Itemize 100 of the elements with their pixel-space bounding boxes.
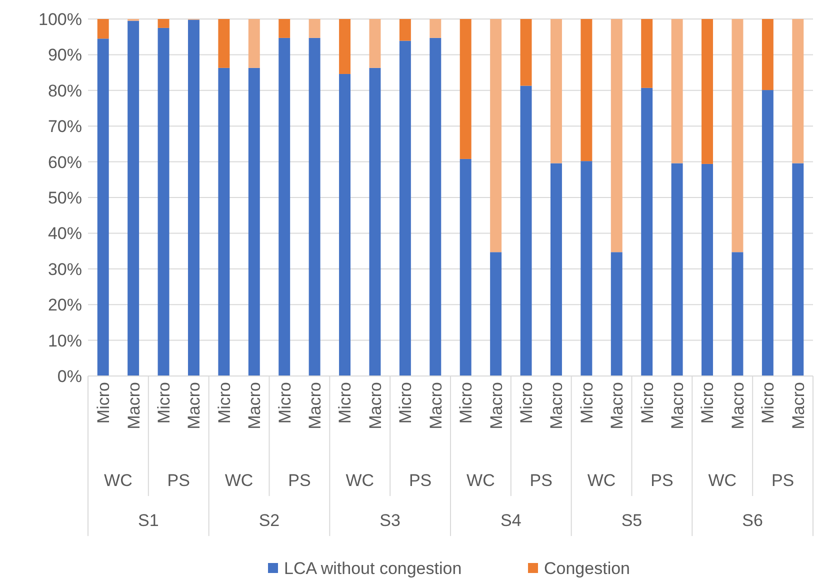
bar (399, 19, 411, 41)
bar (399, 40, 411, 376)
bar (128, 20, 140, 376)
text: S6 (742, 511, 763, 530)
text: WC (708, 471, 737, 490)
bar (248, 19, 260, 68)
bar (762, 19, 774, 90)
x-tick-label: Macro (184, 382, 204, 430)
bar (580, 19, 592, 162)
bar (430, 19, 442, 38)
bar (369, 68, 381, 376)
text: WC (587, 471, 616, 490)
text: S1 (138, 511, 159, 530)
x-tick-label: Micro (456, 382, 476, 424)
x-tick-label: Macro (547, 382, 566, 430)
bar (158, 28, 170, 376)
bar (369, 19, 381, 68)
bar (792, 163, 804, 376)
bar (641, 88, 653, 376)
x-tick-label: Micro (698, 382, 718, 424)
bar (188, 20, 200, 376)
bar (702, 164, 714, 376)
x-tick-label: Macro (788, 382, 808, 430)
text: S4 (500, 511, 522, 530)
y-tick-label: 20% (48, 296, 82, 315)
x-tick-label: Micro (94, 382, 114, 424)
text: S3 (380, 511, 400, 530)
y-tick-label: 80% (48, 81, 82, 100)
bar (610, 19, 622, 252)
bar (732, 252, 744, 376)
legend-label: LCA without congestion (284, 558, 462, 578)
bar (550, 163, 562, 376)
bar (671, 19, 683, 164)
bar (762, 90, 774, 376)
x-tick-label: Macro (668, 382, 688, 430)
bar (158, 19, 170, 28)
bar (490, 19, 502, 252)
bar (339, 19, 351, 74)
x-tick-label: Macro (608, 382, 627, 430)
bar (308, 19, 320, 38)
text: WC (104, 471, 132, 490)
text: PS (771, 471, 794, 490)
text: PS (650, 471, 674, 490)
legend-label: Congestion (544, 558, 630, 578)
x-tick-label: Micro (275, 382, 294, 424)
bar (732, 19, 744, 252)
text: S2 (258, 511, 280, 530)
bar (97, 38, 109, 376)
x-tick-label: Micro (214, 382, 234, 424)
bar (278, 38, 290, 376)
x-tick-label: Micro (396, 382, 416, 424)
x-tick-label: Macro (124, 382, 144, 430)
y-tick-label: 50% (48, 188, 82, 208)
bar (308, 38, 320, 376)
y-tick-label: 40% (48, 224, 82, 244)
text: PS (408, 471, 432, 490)
bar (218, 68, 230, 376)
y-tick-label: 100% (38, 10, 82, 29)
text: PS (530, 471, 552, 490)
bar (278, 19, 290, 38)
bar (218, 19, 230, 68)
bar (490, 252, 502, 376)
bar (430, 38, 442, 376)
text: PS (288, 471, 311, 490)
bar (460, 19, 472, 159)
text: WC (224, 471, 254, 490)
bar (702, 19, 714, 164)
bar (520, 86, 532, 376)
x-tick-label: Macro (245, 382, 264, 430)
bar (580, 161, 592, 376)
x-tick-label: Micro (516, 382, 536, 424)
x-tick-label: Macro (486, 382, 506, 430)
text: WC (346, 471, 374, 490)
x-tick-label: Macro (306, 382, 325, 430)
x-tick-label: Micro (577, 382, 596, 424)
bar (550, 19, 562, 164)
x-tick-label: Macro (426, 382, 446, 430)
y-tick-label: 0% (57, 366, 82, 386)
bar (520, 19, 532, 86)
y-tick-label: 30% (48, 260, 82, 279)
x-tick-label: Micro (638, 382, 657, 424)
bar (97, 19, 109, 39)
text: PS (167, 471, 190, 490)
x-tick-label: Macro (728, 382, 748, 430)
y-tick-label: 90% (48, 46, 82, 65)
text: WC (466, 471, 495, 490)
x-tick-label: Micro (336, 382, 355, 424)
y-tick-label: 70% (48, 117, 82, 136)
bar (792, 19, 804, 164)
x-tick-label: Micro (758, 382, 778, 424)
y-tick-label: 60% (48, 152, 82, 172)
bar (460, 158, 472, 376)
bar (339, 74, 351, 376)
bar (610, 252, 622, 376)
bar (671, 163, 683, 376)
text: S5 (621, 511, 642, 530)
bar (641, 19, 653, 88)
y-tick-label: 10% (48, 331, 82, 350)
x-tick-label: Micro (154, 382, 174, 424)
x-tick-label: Macro (366, 382, 385, 430)
